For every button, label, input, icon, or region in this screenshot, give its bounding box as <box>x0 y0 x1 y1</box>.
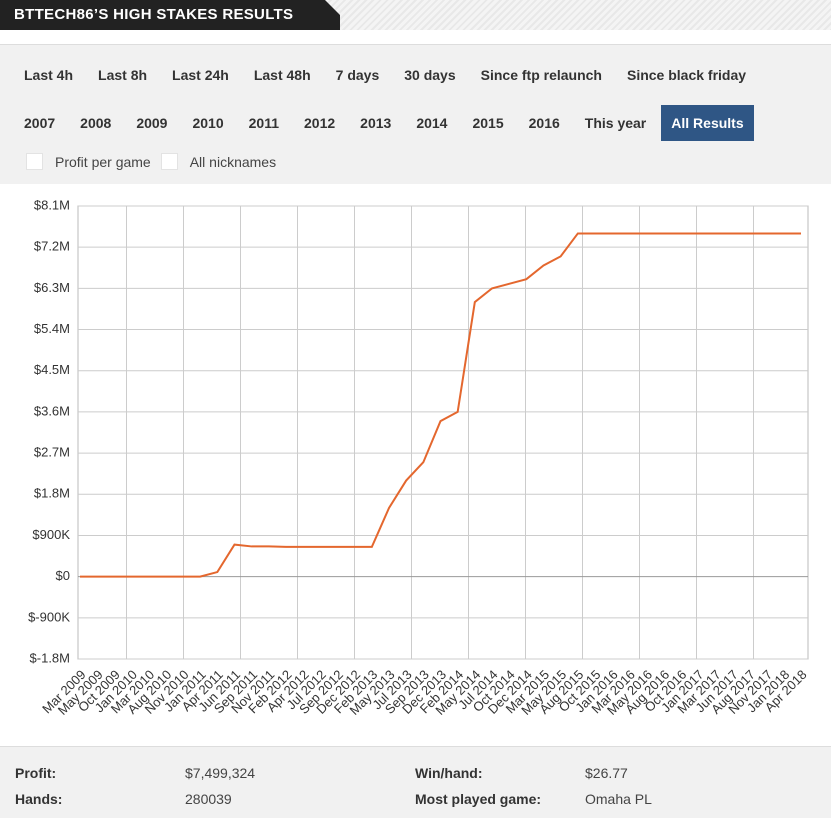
stat-value: 280039 <box>185 791 232 807</box>
checkbox-option[interactable]: Profit per game <box>26 153 151 170</box>
filter-button[interactable]: Last 24h <box>172 67 229 83</box>
stats: Profit: $7,499,324 Win/hand: $26.77 Hands: 28… <box>0 746 831 818</box>
filter-button[interactable]: This year <box>584 115 647 131</box>
y-tick-label: $8.1M <box>34 197 70 212</box>
stat-label: Profit: <box>15 765 57 781</box>
stat-label: Win/hand: <box>415 765 483 781</box>
checkbox[interactable] <box>160 153 178 170</box>
y-tick-label: $5.4M <box>34 321 70 336</box>
filter-button[interactable]: Last 8h <box>98 67 148 83</box>
filter-button[interactable]: 2016 <box>528 115 560 131</box>
filter-button[interactable]: 2011 <box>248 115 279 131</box>
filter-button[interactable]: Last 4h <box>24 67 74 83</box>
filter-button[interactable]: 2015 <box>472 115 504 131</box>
checkbox-label: Profit per game <box>55 153 151 170</box>
filter-button[interactable]: 7 days <box>335 67 380 83</box>
stat-label: Hands: <box>15 791 63 807</box>
checkbox-label: All nicknames <box>189 153 277 170</box>
filter-button[interactable]: Last 48h <box>253 67 311 83</box>
y-tick-label: $-1.8M <box>30 650 70 665</box>
y-tick-label: $-900K <box>28 609 70 624</box>
y-tick-label: $7.2M <box>34 239 70 254</box>
filter-button[interactable]: Since ftp relaunch <box>480 67 602 83</box>
filter-button[interactable]: 30 days <box>404 67 456 83</box>
stat-value: $7,499,324 <box>185 765 256 781</box>
y-tick-label: $6.3M <box>34 280 70 295</box>
filter-button[interactable]: Since black friday <box>626 67 747 83</box>
stat-value: $26.77 <box>585 765 628 781</box>
y-tick-label: $2.7M <box>34 445 70 460</box>
filter-button[interactable]: 2012 <box>304 115 336 131</box>
y-tick-label: $900K <box>32 527 70 542</box>
filter-button[interactable]: 2010 <box>192 115 224 131</box>
options: Profit per game All nicknames <box>26 153 286 170</box>
filters: Last 4h Last 8h Last 24h Last 48h 7 days 30 d… <box>0 44 831 184</box>
filter-row: 2007 2008 2009 2010 2011 2012 2013 2014 2015 2016… <box>14 105 759 141</box>
filter-button[interactable]: 2007 <box>24 115 56 131</box>
checkbox[interactable] <box>26 153 43 170</box>
vertical-grid <box>79 206 807 659</box>
y-tick-label: $0 <box>56 568 70 583</box>
y-tick-label: $4.5M <box>34 362 70 377</box>
filter-button[interactable]: 2014 <box>416 115 448 131</box>
filter-button[interactable]: 2009 <box>136 115 168 131</box>
y-tick-label: $3.6M <box>34 403 70 418</box>
profit-line <box>80 232 801 578</box>
stat-value: Omaha PL <box>585 791 652 807</box>
filter-row: Last 4h Last 8h Last 24h Last 48h 7 days 30 d… <box>14 57 761 93</box>
y-tick-label: $1.8M <box>34 486 70 501</box>
filter-button[interactable]: All Results <box>661 105 754 141</box>
filter-button[interactable]: 2013 <box>360 115 392 131</box>
filter-button[interactable]: 2008 <box>80 115 112 131</box>
page-title: BTTECH86’S HIGH STAKES RESULTS <box>0 0 340 30</box>
checkbox-option[interactable]: All nicknames <box>160 153 277 170</box>
stat-label: Most played game: <box>415 791 542 807</box>
chart: $-1.8M $-900K $0 $900K $1.8M $2.7M $3.6M $4.5M $… <box>28 197 809 717</box>
